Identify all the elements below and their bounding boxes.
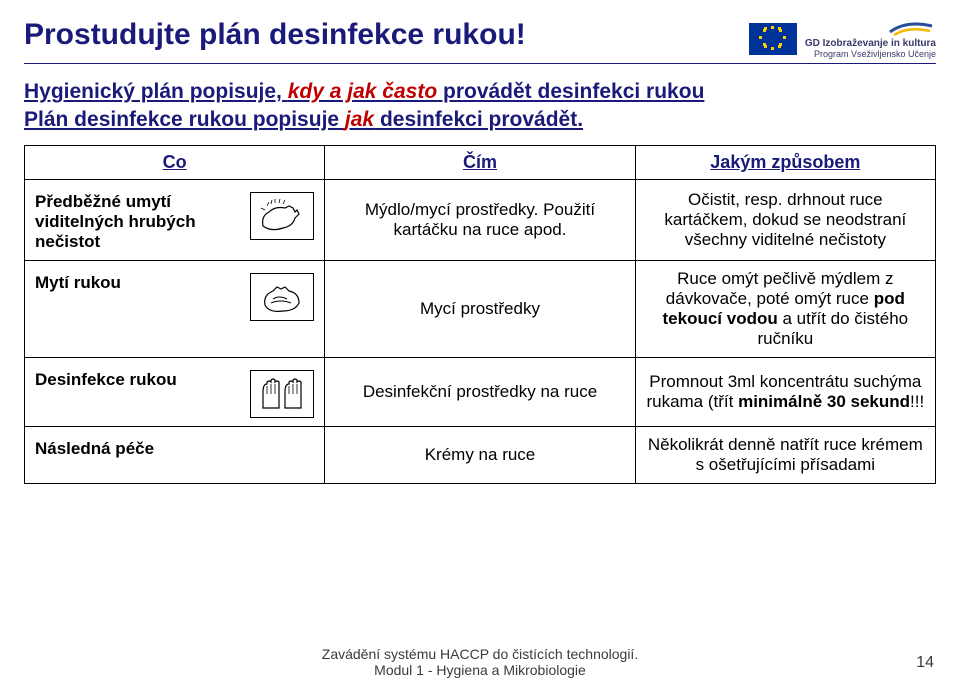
table-row: Předběžné umytí viditelných hrubých neči… — [25, 179, 936, 260]
wash-hands-icon — [250, 273, 314, 321]
header-what: Co — [25, 145, 325, 179]
eu-flag-icon — [749, 23, 797, 55]
two-hands-icon — [250, 370, 314, 418]
footer-line1: Zavádění systému HACCP do čistících tech… — [322, 646, 638, 662]
header-with: Čím — [325, 145, 635, 179]
page-title: Prostudujte plán desinfekce rukou! — [24, 18, 526, 52]
with-label: Desinfekční prostředky na ruce — [325, 357, 635, 426]
intro-text: Hygienický plán popisuje, kdy a jak čast… — [24, 78, 936, 135]
footer-line2: Modul 1 - Hygiena a Mikrobiologie — [374, 662, 586, 678]
divider — [24, 63, 936, 64]
logo-block: GD Izobraževanje in kultura Program Vsež… — [749, 18, 936, 59]
logo-text-top: GD Izobraževanje in kultura — [805, 38, 936, 49]
logo-text-bottom: Program Vseživljensko Učenje — [814, 49, 936, 59]
how-label: Očistit, resp. drhnout ruce kartáčkem, d… — [635, 179, 935, 260]
what-label: Předběžné umytí viditelných hrubých neči… — [35, 192, 242, 252]
table-row: Následná péče Krémy na ruce Několikrát d… — [25, 426, 936, 483]
brush-hand-icon — [250, 192, 314, 240]
how-label: Ruce omýt pečlivě mýdlem z dávkovače, po… — [635, 260, 935, 357]
with-label: Mýdlo/mycí prostředky. Použití kartáčku … — [325, 179, 635, 260]
how-label: Promnout 3ml koncentrátu suchýma rukama … — [635, 357, 935, 426]
table-header-row: Co Čím Jakým způsobem — [25, 145, 936, 179]
what-label: Mytí rukou — [35, 273, 242, 293]
what-label: Následná péče — [35, 439, 314, 459]
with-label: Mycí prostředky — [325, 260, 635, 357]
hygiene-table: Co Čím Jakým způsobem Předběžné umytí vi… — [24, 145, 936, 484]
what-label: Desinfekce rukou — [35, 370, 242, 390]
with-label: Krémy na ruce — [325, 426, 635, 483]
how-label: Několikrát denně natřít ruce krémem s oš… — [635, 426, 935, 483]
footer: Zavádění systému HACCP do čistících tech… — [0, 646, 960, 678]
table-row: Desinfekce rukou Desinfekční prostředky — [25, 357, 936, 426]
header-how: Jakým způsobem — [635, 145, 935, 179]
table-row: Mytí rukou Mycí prostředky Ruce omýt peč… — [25, 260, 936, 357]
swoosh-icon — [888, 18, 936, 38]
header: Prostudujte plán desinfekce rukou! — [24, 18, 936, 59]
page-number: 14 — [916, 654, 934, 672]
